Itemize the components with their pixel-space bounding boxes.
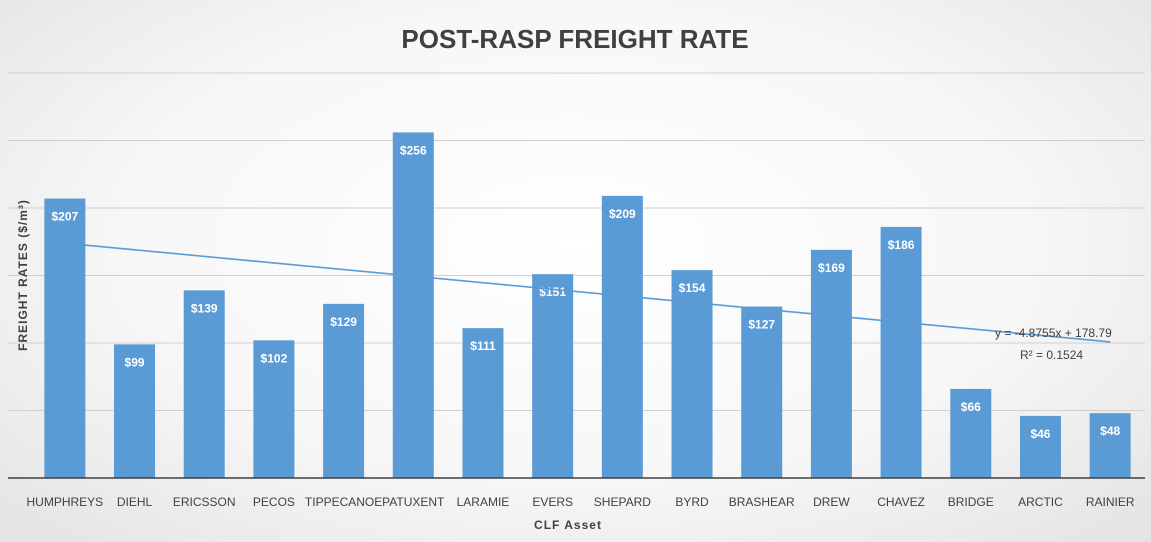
x-tick-label: DREW xyxy=(813,495,850,509)
bar xyxy=(741,306,783,478)
x-tick-label: LARAMIE xyxy=(457,495,510,509)
data-label: $209 xyxy=(609,207,636,221)
bar xyxy=(323,303,365,478)
x-tick-label: PATUXENT xyxy=(382,495,445,509)
bar xyxy=(44,198,86,479)
x-tick-label: EVERS xyxy=(532,495,573,509)
x-tick-label: HUMPHREYS xyxy=(27,495,104,509)
data-label: $127 xyxy=(748,318,775,332)
x-axis-title: CLF Asset xyxy=(534,518,602,532)
bar xyxy=(1089,413,1131,478)
x-axis-ticks: HUMPHREYS DIEHL ERICSSON PECOS TIPPECANOE PAT… xyxy=(27,495,1135,509)
x-tick-label: RAINIER xyxy=(1086,495,1135,509)
gridlines xyxy=(8,72,1145,411)
x-tick-label: TIPPECANOE xyxy=(305,495,382,509)
bar xyxy=(810,249,852,478)
data-label: $48 xyxy=(1100,424,1120,438)
data-label: $99 xyxy=(125,355,145,369)
trendline-equation: y = -4.8755x + 178.79 xyxy=(995,326,1112,340)
data-label: $154 xyxy=(679,281,706,295)
data-label: $151 xyxy=(539,285,566,299)
chart-title: POST-RASP FREIGHT RATE xyxy=(401,24,748,54)
bar xyxy=(880,226,922,478)
x-tick-label: BYRD xyxy=(675,495,709,509)
data-label: $207 xyxy=(51,210,78,224)
data-label: $66 xyxy=(961,400,981,414)
data-label: $129 xyxy=(330,315,357,329)
x-tick-label: PECOS xyxy=(253,495,295,509)
data-label: $256 xyxy=(400,143,427,157)
bar xyxy=(671,270,713,478)
bar xyxy=(462,328,504,478)
bar xyxy=(183,290,225,478)
data-label: $169 xyxy=(818,261,845,275)
trendline-r-squared: R² = 0.1524 xyxy=(1020,348,1083,362)
x-tick-label: BRIDGE xyxy=(948,495,994,509)
x-tick-label: SHEPARD xyxy=(594,495,651,509)
x-tick-label: DIEHL xyxy=(117,495,153,509)
bar xyxy=(532,274,574,478)
x-tick-label: CHAVEZ xyxy=(877,495,925,509)
bar xyxy=(253,340,295,478)
trendline-line xyxy=(64,242,1111,343)
data-labels: $207 $99 $139 $102 $129 $256 $111 $151 $209 $154 $… xyxy=(51,143,1120,441)
x-tick-label: ERICSSON xyxy=(173,495,236,509)
data-label: $111 xyxy=(470,339,496,353)
data-label: $46 xyxy=(1030,427,1050,441)
bar xyxy=(392,132,434,478)
bar xyxy=(950,388,992,478)
data-label: $139 xyxy=(191,301,218,315)
y-axis-title: FREIGHT RATES ($/m³) xyxy=(16,199,30,351)
data-label: $186 xyxy=(888,238,915,252)
bar xyxy=(1019,415,1061,478)
x-tick-label: BRASHEAR xyxy=(729,495,795,509)
bars xyxy=(44,132,1131,479)
x-tick-label: ARCTIC xyxy=(1018,495,1063,509)
bar xyxy=(601,195,643,478)
bar xyxy=(114,344,156,478)
data-label: $102 xyxy=(261,351,288,365)
trendline xyxy=(64,242,1111,343)
